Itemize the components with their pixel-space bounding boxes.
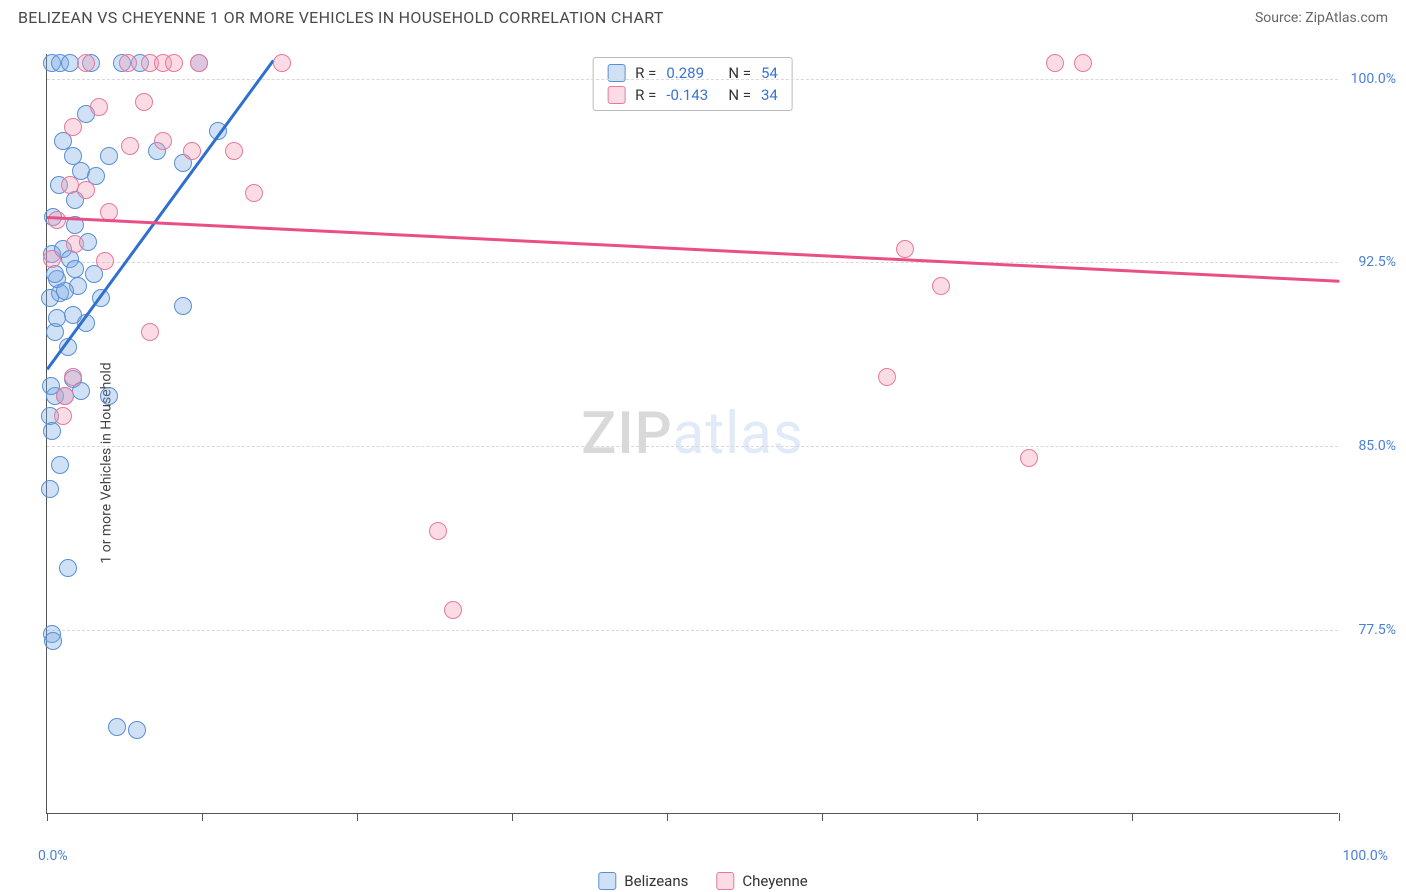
scatter-point — [245, 184, 263, 202]
n-label: N = — [728, 86, 751, 104]
scatter-point — [119, 54, 137, 72]
scatter-point — [154, 132, 172, 150]
legend-swatch-cheyenne — [716, 872, 734, 890]
scatter-point — [77, 54, 95, 72]
scatter-point — [100, 147, 118, 165]
scatter-point — [135, 93, 153, 111]
scatter-point — [128, 721, 146, 739]
plot-area: ZIPatlas R = 0.289 N = 54 R = -0.143 N =… — [46, 54, 1338, 814]
scatter-point — [878, 368, 896, 386]
scatter-point — [225, 142, 243, 160]
source-link[interactable]: ZipAtlas.com — [1305, 10, 1388, 26]
gridline-h — [47, 79, 1338, 80]
scatter-point — [896, 240, 914, 258]
y-tick-label: 92.5% — [1358, 254, 1396, 270]
n-value-cheyenne: 34 — [761, 86, 778, 104]
gridline-h — [47, 446, 1338, 447]
scatter-point — [1046, 54, 1064, 72]
chart-header: BELIZEAN VS CHEYENNE 1 OR MORE VEHICLES … — [0, 0, 1406, 27]
chart-area: 1 or more Vehicles in Household ZIPatlas… — [0, 34, 1406, 892]
x-tick — [512, 813, 513, 821]
trend-line — [47, 216, 1339, 282]
scatter-point — [41, 480, 59, 498]
gridline-h — [47, 630, 1338, 631]
scatter-point — [174, 297, 192, 315]
chart-source: Source: ZipAtlas.com — [1255, 10, 1388, 26]
scatter-point — [56, 282, 74, 300]
y-tick-label: 100.0% — [1351, 71, 1396, 87]
watermark-atlas: atlas — [673, 400, 804, 468]
y-tick-label: 77.5% — [1358, 622, 1396, 638]
scatter-point — [43, 250, 61, 268]
scatter-point — [41, 289, 59, 307]
scatter-point — [44, 632, 62, 650]
scatter-point — [273, 54, 291, 72]
correlation-row-cheyenne: R = -0.143 N = 34 — [607, 86, 778, 104]
scatter-point — [64, 147, 82, 165]
scatter-point — [183, 142, 201, 160]
scatter-point — [64, 118, 82, 136]
x-label-min: 0.0% — [38, 848, 68, 864]
scatter-point — [1074, 54, 1092, 72]
legend-item-belizeans: Belizeans — [598, 872, 688, 890]
source-prefix: Source: — [1255, 10, 1305, 26]
r-value-cheyenne: -0.143 — [666, 86, 718, 104]
gridline-h — [47, 262, 1338, 263]
x-tick — [47, 813, 48, 821]
legend-bottom: Belizeans Cheyenne — [598, 872, 807, 890]
x-tick — [977, 813, 978, 821]
y-tick-label: 85.0% — [1358, 438, 1396, 454]
scatter-point — [61, 176, 79, 194]
legend-item-cheyenne: Cheyenne — [716, 872, 807, 890]
scatter-point — [59, 559, 77, 577]
watermark-zip: ZIP — [581, 400, 672, 468]
scatter-point — [429, 522, 447, 540]
scatter-point — [141, 323, 159, 341]
scatter-point — [932, 277, 950, 295]
scatter-point — [48, 211, 66, 229]
legend-label-cheyenne: Cheyenne — [742, 872, 807, 890]
x-tick — [667, 813, 668, 821]
scatter-point — [96, 252, 114, 270]
scatter-point — [64, 368, 82, 386]
scatter-point — [165, 54, 183, 72]
watermark: ZIPatlas — [581, 400, 804, 468]
x-tick — [202, 813, 203, 821]
scatter-point — [1020, 449, 1038, 467]
x-tick — [822, 813, 823, 821]
swatch-cheyenne — [607, 86, 625, 104]
legend-label-belizeans: Belizeans — [624, 872, 688, 890]
scatter-point — [77, 181, 95, 199]
scatter-point — [54, 407, 72, 425]
scatter-point — [108, 718, 126, 736]
scatter-point — [56, 387, 74, 405]
scatter-point — [51, 456, 69, 474]
scatter-point — [190, 54, 208, 72]
legend-swatch-belizeans — [598, 872, 616, 890]
scatter-point — [121, 137, 139, 155]
x-tick — [357, 813, 358, 821]
r-label: R = — [635, 86, 656, 104]
scatter-point — [66, 260, 84, 278]
x-tick — [1132, 813, 1133, 821]
correlation-legend: R = 0.289 N = 54 R = -0.143 N = 34 — [592, 57, 793, 111]
x-tick — [1339, 813, 1340, 821]
scatter-point — [48, 309, 66, 327]
scatter-point — [90, 98, 108, 116]
scatter-point — [444, 601, 462, 619]
x-label-max: 100.0% — [1343, 848, 1388, 864]
scatter-point — [66, 235, 84, 253]
scatter-point — [100, 387, 118, 405]
chart-title: BELIZEAN VS CHEYENNE 1 OR MORE VEHICLES … — [18, 8, 664, 27]
